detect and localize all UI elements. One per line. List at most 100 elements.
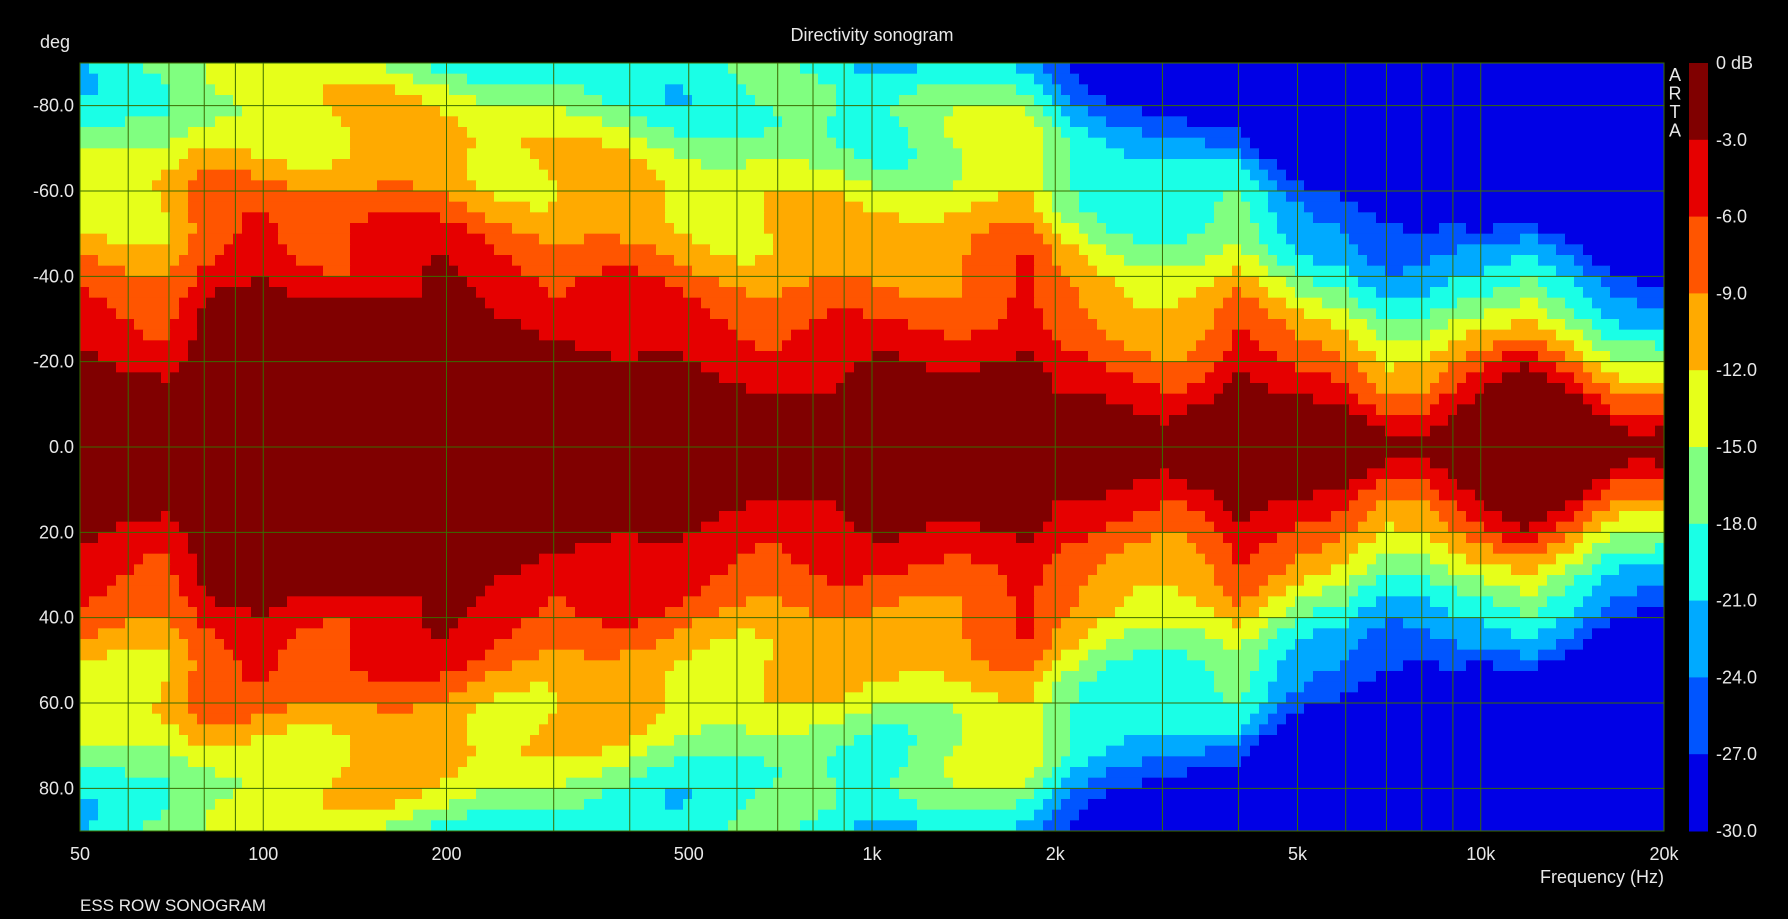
colorbar-tick-label: -6.0	[1716, 207, 1747, 227]
sonogram-cell	[485, 649, 540, 661]
sonogram-cell	[80, 148, 189, 160]
sonogram-cell	[1538, 564, 1566, 576]
sonogram-cell	[1232, 372, 1251, 384]
sonogram-cell	[1295, 361, 1359, 373]
sonogram-cell	[1070, 95, 1107, 107]
sonogram-cell	[1016, 820, 1044, 831]
colorbar-tick-label: -18.0	[1716, 514, 1757, 534]
sonogram-cell	[350, 649, 486, 661]
sonogram-cell	[1556, 329, 1584, 341]
sonogram-cell	[1628, 425, 1656, 437]
sonogram-cell	[1250, 201, 1269, 213]
sonogram-cell	[557, 703, 666, 715]
sonogram-cell	[1187, 532, 1224, 544]
sonogram-cell	[350, 265, 423, 277]
sonogram-cell	[1106, 116, 1188, 128]
sonogram-cell	[116, 521, 180, 533]
sonogram-cell	[350, 148, 468, 160]
sonogram-cell	[1070, 607, 1116, 619]
sonogram-cell	[1250, 212, 1278, 224]
sonogram-cell	[1205, 372, 1233, 384]
sonogram-cell	[944, 116, 1035, 128]
sonogram-cell	[890, 105, 954, 117]
sonogram-cell	[521, 617, 603, 629]
sonogram-cell	[1601, 553, 1664, 565]
sonogram-cell	[1250, 169, 1269, 181]
sonogram-cell	[1043, 233, 1062, 245]
sonogram-cell	[1061, 84, 1089, 96]
colorbar-tick-label: -15.0	[1716, 437, 1757, 457]
sonogram-cell	[1376, 479, 1431, 491]
sonogram-cell	[1286, 564, 1332, 576]
sonogram-cell	[620, 233, 693, 245]
sonogram-cell	[80, 127, 189, 139]
sonogram-cell	[1313, 212, 1377, 224]
sonogram-cell	[971, 244, 1053, 256]
sonogram-cell	[638, 351, 684, 363]
sonogram-cell	[1286, 607, 1314, 619]
sonogram-cell	[1583, 329, 1602, 341]
colorbar-tick-label: -27.0	[1716, 744, 1757, 764]
sonogram-cell	[458, 265, 522, 277]
sonogram-cell	[1214, 564, 1287, 576]
sonogram-cell	[80, 596, 90, 608]
y-tick-label: -60.0	[33, 181, 74, 201]
sonogram-cell	[1241, 148, 1260, 160]
sonogram-cell	[710, 308, 828, 320]
sonogram-cell	[1538, 660, 1664, 672]
sonogram-cell	[80, 393, 1107, 405]
sonogram-cell	[899, 596, 963, 608]
sonogram-cell	[827, 575, 864, 587]
grid-lines	[79, 63, 1665, 831]
sonogram-cell	[188, 756, 351, 768]
sonogram-cell	[89, 596, 189, 608]
sonogram-cell	[1259, 297, 1287, 309]
sonogram-cell	[80, 521, 117, 533]
sonogram-cell	[1565, 351, 1584, 363]
sonogram-cell	[1088, 84, 1664, 96]
sonogram-cell	[80, 820, 90, 831]
sonogram-cell	[1448, 521, 1485, 533]
sonogram-cell	[1484, 361, 1521, 373]
sonogram-cell	[431, 628, 450, 640]
sonogram-cell	[215, 628, 297, 640]
sonogram-cell	[80, 84, 99, 96]
sonogram-cell	[782, 340, 1062, 352]
sonogram-cell	[188, 212, 243, 224]
sonogram-cell	[1430, 500, 1458, 512]
sonogram-cell	[1556, 521, 1584, 533]
sonogram-cell	[1466, 511, 1503, 523]
sonogram-cell	[80, 767, 126, 779]
sonogram-cell	[1088, 799, 1664, 811]
sonogram-cell	[1142, 127, 1242, 139]
sonogram-cell	[1052, 681, 1080, 693]
sonogram-cell	[1538, 297, 1566, 309]
footer-caption: ESS ROW SONOGRAM	[80, 896, 266, 915]
sonogram-cell	[467, 201, 531, 213]
sonogram-cell	[467, 756, 630, 768]
sonogram-cell	[80, 351, 99, 363]
sonogram-cell	[1583, 361, 1602, 373]
sonogram-cell	[206, 809, 414, 821]
sonogram-cell	[1034, 532, 1089, 544]
sonogram-cell	[485, 233, 540, 245]
sonogram-cell	[1268, 308, 1305, 320]
sonogram-cell	[539, 649, 585, 661]
sonogram-cell	[80, 276, 198, 288]
sonogram-cell	[278, 233, 351, 245]
sonogram-cell	[107, 297, 180, 309]
sonogram-cell	[1043, 361, 1107, 373]
sonogram-cell	[287, 180, 378, 192]
sonogram-cell	[1367, 628, 1431, 640]
sonogram-cell	[854, 820, 918, 831]
sonogram-cell	[1277, 532, 1341, 544]
sonogram-cell	[1070, 788, 1107, 800]
sonogram-cell	[1493, 223, 1539, 235]
sonogram-cell	[1538, 233, 1566, 245]
sonogram-cell	[1034, 660, 1053, 672]
watermark-letter: A	[1669, 121, 1681, 141]
sonogram-cell	[1043, 777, 1062, 789]
sonogram-cell	[467, 159, 540, 171]
sonogram-cell	[1214, 489, 1314, 501]
sonogram-cell	[674, 756, 765, 768]
